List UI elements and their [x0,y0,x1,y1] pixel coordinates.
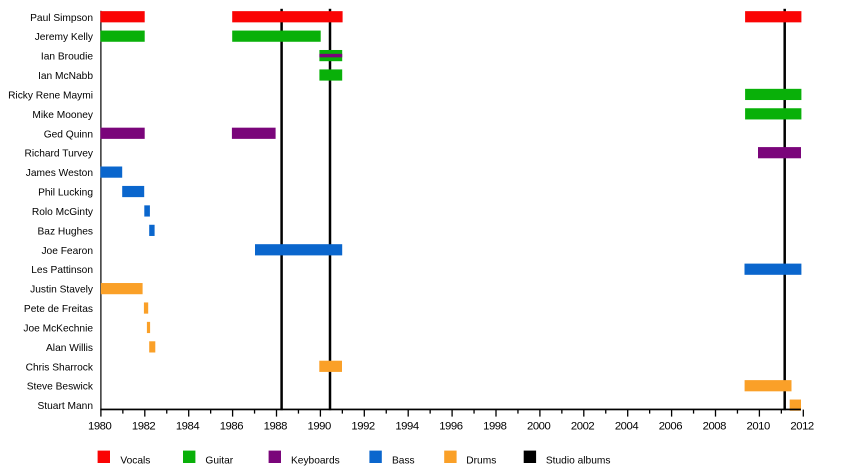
svg-text:Guitar: Guitar [205,455,233,466]
svg-text:2002: 2002 [571,420,594,432]
svg-text:Drums: Drums [466,455,496,466]
svg-text:2010: 2010 [747,420,770,432]
svg-text:Chris Sharrock: Chris Sharrock [26,362,94,373]
svg-text:Baz Hughes: Baz Hughes [38,226,94,237]
svg-text:2012: 2012 [790,420,813,432]
svg-text:2000: 2000 [527,420,550,432]
svg-text:Jeremy Kelly: Jeremy Kelly [35,32,94,43]
svg-text:Joe Fearon: Joe Fearon [41,246,93,257]
svg-text:James Weston: James Weston [26,168,93,179]
svg-text:Mike Mooney: Mike Mooney [32,110,93,121]
svg-text:Ged Quinn: Ged Quinn [44,129,93,140]
svg-text:Richard Turvey: Richard Turvey [24,149,93,160]
svg-text:1982: 1982 [132,420,155,432]
svg-text:1994: 1994 [395,420,418,432]
svg-text:2004: 2004 [615,420,638,432]
svg-text:Pete de Freitas: Pete de Freitas [24,304,93,315]
svg-text:Joe McKechnie: Joe McKechnie [23,323,93,334]
svg-text:Ian McNabb: Ian McNabb [38,71,93,82]
svg-text:Justin Stavely: Justin Stavely [30,285,94,296]
svg-text:1986: 1986 [220,420,243,432]
svg-text:Vocals: Vocals [120,455,150,466]
svg-text:1996: 1996 [439,420,462,432]
svg-text:Ian Broudie: Ian Broudie [41,52,93,63]
svg-text:Paul Simpson: Paul Simpson [30,13,93,24]
svg-text:Phil Lucking: Phil Lucking [38,188,93,199]
svg-text:1984: 1984 [176,420,199,432]
svg-text:Alan Willis: Alan Willis [46,343,93,354]
svg-text:Rolo McGinty: Rolo McGinty [32,207,94,218]
svg-text:Stuart Mann: Stuart Mann [38,401,94,412]
svg-text:1988: 1988 [264,420,287,432]
svg-text:Steve Beswick: Steve Beswick [27,382,94,393]
svg-text:Keyboards: Keyboards [291,455,340,466]
svg-text:1998: 1998 [483,420,506,432]
svg-text:Les Pattinson: Les Pattinson [31,265,93,276]
svg-text:1990: 1990 [308,420,331,432]
svg-text:1980: 1980 [88,420,111,432]
svg-text:2008: 2008 [703,420,726,432]
svg-text:Ricky Rene Maymi: Ricky Rene Maymi [8,90,93,101]
svg-text:Studio albums: Studio albums [546,455,611,466]
svg-text:1992: 1992 [351,420,374,432]
svg-text:2006: 2006 [659,420,682,432]
svg-text:Bass: Bass [392,455,415,466]
